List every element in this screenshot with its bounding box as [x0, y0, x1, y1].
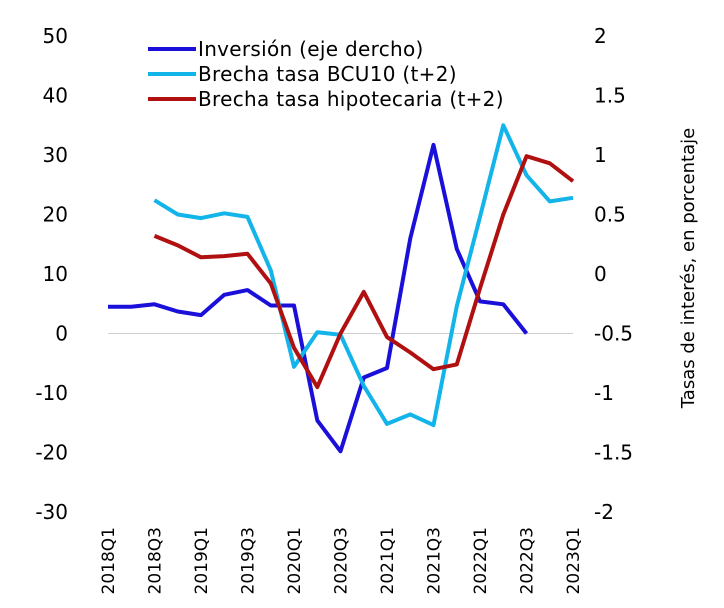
left-axis-ticks: 50 40 30 20 10 0 -10 -20 -30	[35, 24, 68, 524]
x-tick-label: 2018Q1	[99, 527, 119, 594]
x-tick-label: 2020Q3	[332, 527, 352, 594]
right-tick-label: 1	[594, 143, 607, 167]
series-line-inversion-eje-dercho	[108, 145, 527, 451]
right-tick-label: -0.5	[594, 322, 633, 346]
series-lines	[108, 125, 573, 451]
x-tick-label: 2021Q1	[378, 527, 398, 594]
right-tick-label: 0.5	[594, 203, 626, 227]
legend: Inversión (eje dercho)Brecha tasa BCU10 …	[148, 37, 504, 111]
x-tick-label: 2019Q3	[239, 527, 259, 594]
legend-label: Brecha tasa BCU10 (t+2)	[198, 62, 457, 86]
x-tick-label: 2021Q3	[425, 527, 445, 594]
legend-label: Inversión (eje dercho)	[198, 37, 424, 61]
x-tick-label: 2019Q1	[192, 527, 212, 594]
right-tick-label: -1.5	[594, 441, 633, 465]
x-axis-ticks: 2018Q1 2018Q3 2019Q1 2019Q3 2020Q1 2020Q3 2021…	[99, 527, 584, 594]
right-tick-label: -2	[594, 500, 614, 524]
legend-label: Brecha tasa hipotecaria (t+2)	[198, 87, 504, 111]
left-tick-label: 30	[43, 143, 68, 167]
left-tick-label: -10	[35, 381, 68, 405]
x-tick-label: 2020Q1	[285, 527, 305, 594]
right-axis-label: Tasas de interés, en porcentaje	[678, 128, 699, 409]
x-tick-label: 2023Q1	[564, 527, 584, 594]
right-axis-ticks: 2 1.5 1 0.5 0 -0.5 -1 -1.5 -2	[594, 24, 633, 524]
left-tick-label: 40	[43, 84, 68, 108]
right-tick-label: 2	[594, 24, 607, 48]
right-tick-label: 1.5	[594, 84, 626, 108]
left-tick-label: 0	[55, 322, 68, 346]
right-tick-label: 0	[594, 262, 607, 286]
left-tick-label: -30	[35, 500, 68, 524]
left-tick-label: 20	[43, 203, 68, 227]
left-tick-label: -20	[35, 441, 68, 465]
left-tick-label: 10	[43, 262, 68, 286]
right-tick-label: -1	[594, 381, 614, 405]
x-tick-label: 2018Q3	[146, 527, 166, 594]
x-tick-label: 2022Q3	[518, 527, 538, 594]
series-line-brecha-tasa-hipotecaria-t-2	[155, 156, 574, 387]
left-tick-label: 50	[43, 24, 68, 48]
x-tick-label: 2022Q1	[471, 527, 491, 594]
